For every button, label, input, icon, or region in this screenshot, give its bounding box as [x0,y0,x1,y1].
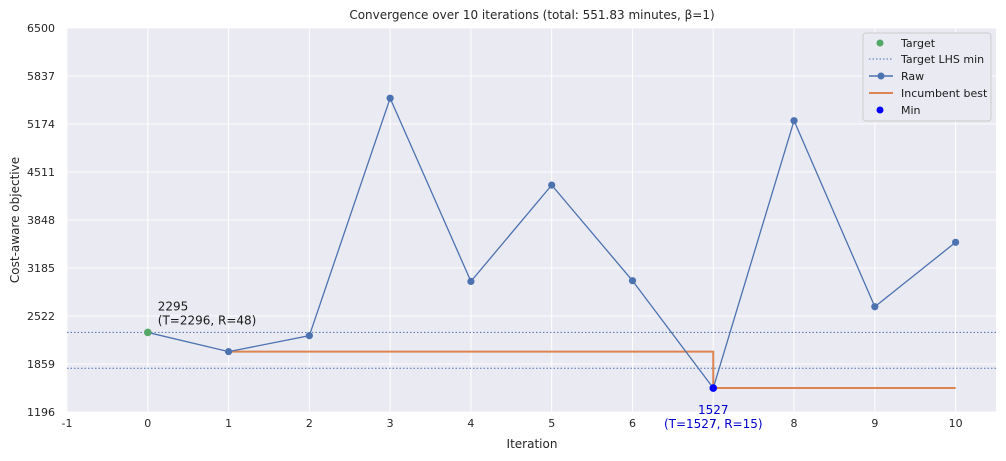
raw-point [871,303,879,311]
chart-title: Convergence over 10 iterations (total: 5… [349,8,714,22]
min-annotation-detail: (T=1527, R=15) [664,417,763,431]
target-point [143,328,152,337]
legend-target-lhs-min-label: Target LHS min [900,53,984,66]
y-tick-label: 2522 [27,310,55,323]
y-tick-label: 1196 [27,406,55,419]
legend-min-marker [876,106,884,114]
series-layer [67,94,996,392]
raw-point [628,277,637,285]
x-tick-label: 9 [871,417,878,430]
legend-item-raw: Raw [869,70,924,83]
legend-item-min: Min [876,104,921,117]
x-tick-label: 7 [710,417,717,430]
target-annotation-detail: (T=2296, R=48) [158,313,257,327]
legend-box [862,32,992,122]
x-tick-label: -1 [62,417,73,430]
x-tick-label: 2 [306,417,313,430]
legend-item-target-lhs-min: Target LHS min [869,53,984,66]
legend-target-marker [876,39,884,47]
x-axis-label: Iteration [507,437,558,451]
y-axis-label: Cost-aware objective [8,157,22,283]
y-tick-label: 4511 [27,166,55,179]
legend-target-label: Target [900,37,936,50]
y-tick-label: 6500 [27,22,55,35]
x-tick-label: 4 [467,417,474,430]
legend-raw-label: Raw [901,70,924,83]
raw-point [790,117,798,125]
raw-point [467,277,475,285]
legend-incumbent-label: Incumbent best [901,87,988,100]
target-annotation-value: 2295 [158,299,189,313]
raw-point [305,332,313,340]
legend-item-incumbent-best: Incumbent best [869,87,988,100]
legend: Target Target LHS min Raw Incumbent best… [862,32,992,122]
x-tick-label: 3 [387,417,394,430]
tick-labels: -1 0 1 2 3 4 5 6 7 8 9 10 1196 1859 2522 3185 3848 4511 51… [27,22,963,430]
grid-lines [66,27,996,413]
legend-item-target: Target [876,37,936,50]
incumbent-best-line [228,350,956,390]
y-tick-label: 5174 [27,118,55,131]
x-tick-label: 10 [949,417,963,430]
y-tick-label: 3185 [27,262,55,275]
y-tick-label: 1859 [27,358,55,371]
x-tick-label: 8 [791,417,798,430]
min-point [709,384,718,392]
raw-point [952,238,960,246]
x-tick-label: 1 [225,417,232,430]
x-tick-label: 5 [548,417,555,430]
x-tick-label: 0 [144,417,151,430]
x-tick-label: 6 [629,417,636,430]
min-annotation-value: 1527 [698,403,729,417]
raw-point [548,181,556,189]
y-tick-label: 3848 [27,214,55,227]
y-tick-label: 5837 [27,70,55,83]
legend-raw-marker [877,72,885,80]
raw-point [224,348,233,356]
legend-min-label: Min [901,104,921,117]
raw-point [386,94,394,102]
annotation-layer: 2295(T=2296, R=48)1527(T=1527, R=15) [158,299,763,431]
